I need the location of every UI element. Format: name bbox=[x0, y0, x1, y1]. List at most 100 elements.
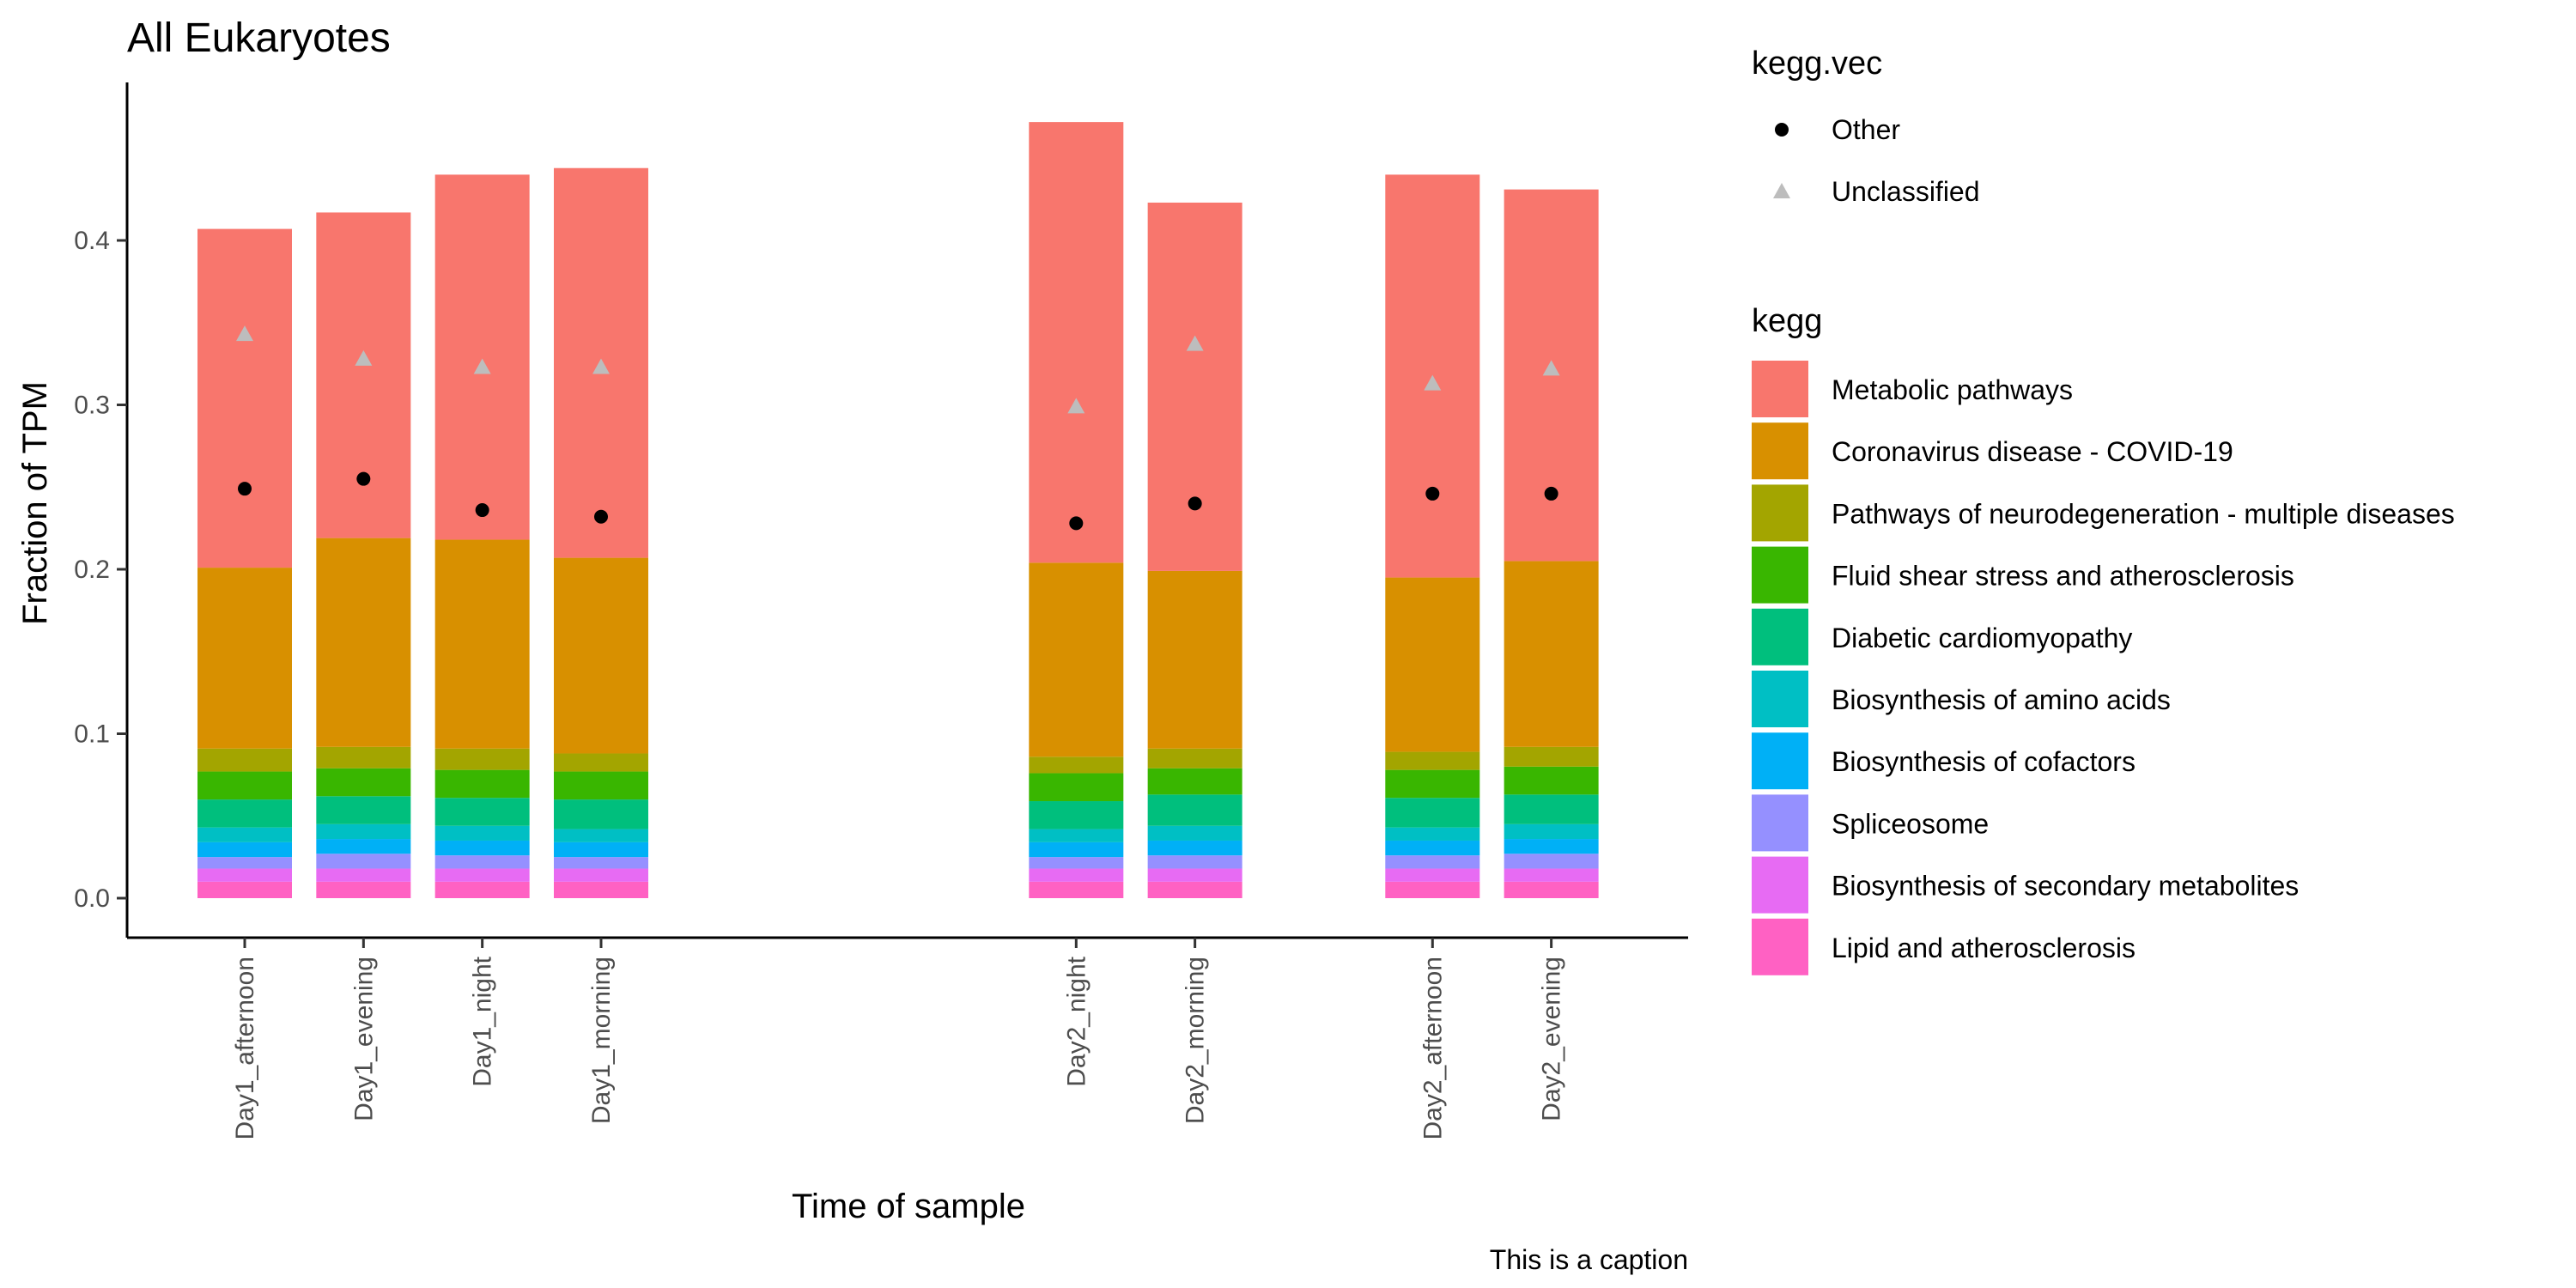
point-other bbox=[1069, 516, 1084, 531]
bar-segment bbox=[197, 841, 292, 858]
point-unclassified bbox=[1424, 374, 1442, 391]
legend-swatch bbox=[1752, 671, 1808, 727]
legend-swatch bbox=[1752, 732, 1808, 790]
bar-segment bbox=[197, 568, 292, 749]
legend-swatch bbox=[1752, 484, 1808, 542]
plot-area bbox=[197, 122, 1599, 898]
point-legend: kegg.vec Other Unclassified bbox=[1752, 46, 1980, 207]
point-legend-label: Other bbox=[1832, 114, 1900, 145]
point-other bbox=[1188, 496, 1202, 511]
bar-segment bbox=[553, 868, 648, 882]
bar-segment bbox=[434, 825, 530, 841]
bar-segment bbox=[1147, 855, 1242, 869]
bar-segment bbox=[316, 881, 411, 898]
x-axis: Day1_afternoon Day1_evening Day1_night Day1… bbox=[127, 936, 1688, 1140]
bar-stack bbox=[316, 212, 411, 898]
bar-segment bbox=[434, 174, 530, 540]
bar-segment bbox=[316, 746, 411, 769]
bar-segment bbox=[1385, 881, 1480, 898]
point-unclassified bbox=[1067, 398, 1085, 414]
point-other bbox=[238, 482, 252, 496]
bar-segment bbox=[197, 857, 292, 869]
fill-legend-label: Metabolic pathways bbox=[1832, 374, 2073, 405]
bar-segment bbox=[316, 796, 411, 824]
bar-segment bbox=[1029, 841, 1124, 858]
bar-segment bbox=[316, 768, 411, 797]
bar-segment bbox=[1504, 823, 1599, 840]
point-other bbox=[475, 503, 489, 518]
x-tick-label: Day1_night bbox=[469, 956, 497, 1086]
point-other bbox=[356, 471, 371, 486]
bar-segment bbox=[1147, 794, 1242, 826]
legend-swatch bbox=[1752, 918, 1808, 975]
bar-segment bbox=[1029, 756, 1124, 774]
point-unclassified bbox=[355, 349, 373, 366]
fill-legend-title: kegg bbox=[1752, 303, 1822, 339]
fill-legend: kegg Metabolic pathways Coronavirus diseas… bbox=[1752, 303, 2455, 975]
fill-legend-label: Biosynthesis of cofactors bbox=[1832, 746, 2136, 777]
legend-swatch bbox=[1752, 794, 1808, 852]
legend-swatch bbox=[1752, 546, 1808, 604]
bar-segment bbox=[316, 538, 411, 747]
point-unclassified bbox=[1186, 335, 1204, 351]
legend-key-circle bbox=[1775, 123, 1789, 137]
point-unclassified bbox=[592, 358, 610, 374]
bar-segment bbox=[1504, 881, 1599, 898]
bar-segment bbox=[316, 212, 411, 538]
x-tick-label: Day2_morning bbox=[1182, 957, 1210, 1124]
bar-segment bbox=[553, 753, 648, 772]
bar-segment bbox=[1385, 855, 1480, 869]
bar-segment bbox=[434, 855, 530, 869]
y-tick-label: 0.2 bbox=[74, 556, 110, 584]
x-tick-label: Day2_afternoon bbox=[1419, 957, 1447, 1140]
bar-segment bbox=[1504, 868, 1599, 882]
x-tick-label: Day1_afternoon bbox=[231, 957, 259, 1140]
bar-segment bbox=[316, 839, 411, 854]
bar-segment bbox=[553, 829, 648, 842]
fill-legend-label: Coronavirus disease - COVID-19 bbox=[1832, 436, 2233, 467]
bar-segment bbox=[1029, 801, 1124, 829]
bar-segment bbox=[434, 748, 530, 770]
point-unclassified bbox=[1542, 360, 1560, 376]
bar-segment bbox=[434, 881, 530, 898]
bar-segment bbox=[1029, 773, 1124, 802]
legend-swatch bbox=[1752, 361, 1808, 417]
bar-segment bbox=[1385, 577, 1480, 752]
bar-segment bbox=[1504, 794, 1599, 824]
bar-stack bbox=[434, 174, 530, 898]
chart-title: All Eukaryotes bbox=[127, 15, 391, 61]
bar-segment bbox=[1147, 825, 1242, 841]
bar-segment bbox=[1385, 769, 1480, 799]
fill-legend-label: Pathways of neurodegeneration - multiple… bbox=[1832, 498, 2455, 529]
bar-segment bbox=[1504, 766, 1599, 795]
point-other bbox=[593, 509, 608, 524]
x-tick-label: Day1_morning bbox=[587, 957, 616, 1124]
bar-segment bbox=[1029, 562, 1124, 757]
bar-segment bbox=[553, 841, 648, 858]
bar-segment bbox=[553, 557, 648, 754]
fill-legend-label: Fluid shear stress and atherosclerosis bbox=[1832, 561, 2294, 592]
x-tick-label: Day1_evening bbox=[349, 957, 378, 1121]
y-tick-label: 0.3 bbox=[74, 392, 110, 420]
y-tick-label: 0.1 bbox=[74, 720, 110, 749]
bar-segment bbox=[1147, 748, 1242, 769]
bar-segment bbox=[1385, 798, 1480, 828]
bar-segment bbox=[1029, 868, 1124, 882]
bar-segment bbox=[434, 769, 530, 799]
x-axis-title: Time of sample bbox=[792, 1188, 1025, 1225]
legend-swatch bbox=[1752, 608, 1808, 665]
bar-segment bbox=[553, 799, 648, 829]
bar-stack bbox=[1385, 174, 1480, 898]
bar-stack bbox=[1504, 189, 1599, 898]
bar-segment bbox=[553, 881, 648, 898]
bar-stack bbox=[1029, 122, 1124, 898]
bar-segment bbox=[1029, 829, 1124, 842]
point-unclassified bbox=[473, 358, 491, 374]
bar-segment bbox=[1147, 570, 1242, 749]
y-tick-label: 0.4 bbox=[74, 227, 110, 255]
bar-segment bbox=[1504, 839, 1599, 854]
y-axis-title: Fraction of TPM bbox=[16, 381, 54, 625]
bar-segment bbox=[1504, 854, 1599, 869]
bar-segment bbox=[434, 798, 530, 826]
